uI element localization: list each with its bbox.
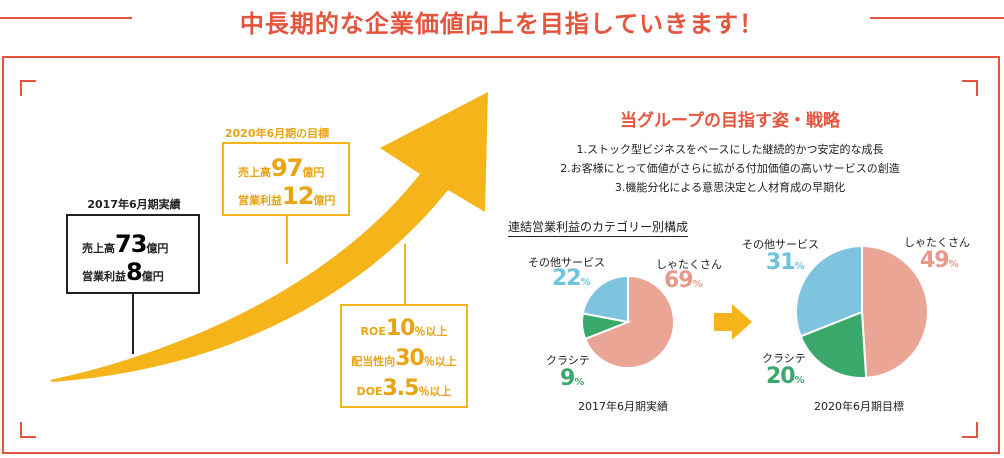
- doe-label: DOE: [356, 385, 383, 398]
- pie1-kurashite-value: 9%: [560, 366, 584, 391]
- pie1-shatakusan-label: しゃたくさん: [656, 258, 722, 271]
- corner-mark-br: [962, 422, 978, 438]
- strategy-item: 3.機能分化による意思決定と人材育成の早期化: [614, 181, 846, 194]
- target-sales-label: 売上高: [238, 166, 271, 179]
- pie2-other-label: その他サービス: [742, 238, 819, 251]
- pie-slice-しゃたくさん: [861, 244, 929, 379]
- roe-label: ROE: [360, 325, 386, 338]
- actual-box-pointer: [132, 292, 134, 354]
- target-sales-value: 97: [271, 154, 303, 182]
- strategy-title: 当グループの目指す姿・戦略: [620, 111, 840, 131]
- actual-box-title: 2017年6月期実績: [87, 198, 181, 211]
- actual-profit-value: 8: [126, 258, 143, 286]
- roe-unit: ％以上: [414, 325, 448, 338]
- pie1-shatakusan-value: 69%: [664, 268, 703, 293]
- roe-value: 10: [385, 316, 416, 341]
- corner-mark-bl: [20, 422, 36, 438]
- target-profit-unit: 億円: [313, 194, 336, 207]
- pie-2020: [795, 244, 929, 379]
- pie-section-title: 連結営業利益のカテゴリー別構成: [508, 218, 689, 237]
- target-sales-unit: 億円: [302, 166, 325, 179]
- pie1-other-value: 22%: [552, 266, 591, 291]
- pie2-kurashite-label: クラシテ: [762, 352, 806, 365]
- actual-box: 売上高73億円 営業利益8億円: [66, 214, 200, 294]
- pie1-caption: 2017年6月期実績: [578, 400, 668, 413]
- payout-label: 配当性向: [351, 355, 396, 368]
- pie-2017: [581, 274, 675, 369]
- headline-rule-left: [0, 17, 132, 19]
- payout-unit: ％以上: [423, 355, 457, 368]
- target-box: 売上高97億円 営業利益12億円: [222, 142, 350, 216]
- target-box-pointer: [286, 216, 288, 264]
- corner-mark-tl: [20, 80, 36, 96]
- pie2-shatakusan-label: しゃたくさん: [904, 236, 970, 249]
- transition-arrow-icon: [714, 304, 752, 340]
- actual-sales-value: 73: [115, 230, 147, 258]
- strategy-list: 1.ストック型ビジネスをベースにした継続的かつ安定的な成長 2.お客様にとって価…: [520, 140, 940, 197]
- pie-slice-その他サービス: [581, 274, 629, 324]
- kpi-box: ROE10％以上 配当性向30％以上 DOE3.5％以上: [340, 304, 468, 408]
- pie1-kurashite-label: クラシテ: [546, 354, 590, 367]
- payout-value: 30: [395, 346, 425, 371]
- target-box-title: 2020年6月期の目標: [224, 127, 330, 140]
- pie-slice-クラシテ: [799, 310, 868, 379]
- strategy-item: 1.ストック型ビジネスをベースにした継続的かつ安定的な成長: [576, 143, 884, 156]
- pie1-other-label: その他サービス: [528, 256, 605, 269]
- strategy-item: 2.お客様にとって価値がさらに拡がる付加価値の高いサービスの創造: [560, 162, 900, 175]
- target-profit-value: 12: [282, 182, 314, 210]
- headline-rule-right: [870, 17, 1004, 19]
- actual-sales-unit: 億円: [146, 242, 169, 255]
- doe-unit: ％以上: [418, 385, 452, 398]
- actual-profit-label: 営業利益: [82, 270, 126, 283]
- doe-value: 3.5: [382, 376, 420, 401]
- pie2-caption: 2020年6月期目標: [814, 400, 904, 413]
- actual-sales-label: 売上高: [82, 242, 115, 255]
- target-profit-label: 営業利益: [238, 194, 282, 207]
- pie2-shatakusan-value: 49%: [920, 248, 959, 273]
- pie2-other-value: 31%: [766, 250, 805, 275]
- headline: 中長期的な企業価値向上を目指していきます！: [239, 10, 765, 38]
- pie-slice-その他サービス: [795, 244, 863, 338]
- pie2-kurashite-value: 20%: [766, 364, 805, 389]
- content-frame: [2, 56, 1000, 454]
- actual-profit-unit: 億円: [141, 270, 164, 283]
- corner-mark-tr: [962, 80, 978, 96]
- kpi-box-pointer: [404, 244, 406, 306]
